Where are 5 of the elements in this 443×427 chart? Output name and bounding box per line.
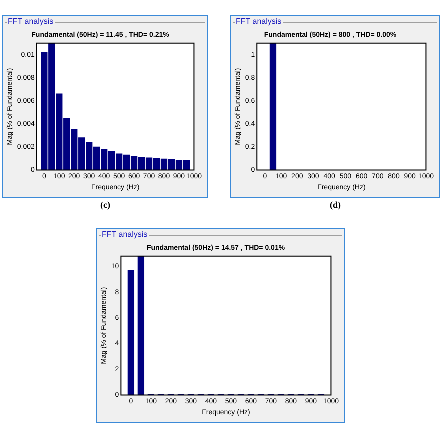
- chart-title: FFT analysis: [7, 17, 55, 27]
- text: (c): [100, 200, 112, 210]
- chart-title: FFT analysis: [235, 17, 283, 27]
- text: (d): [329, 200, 342, 210]
- chart-title: FFT analysis: [101, 230, 149, 240]
